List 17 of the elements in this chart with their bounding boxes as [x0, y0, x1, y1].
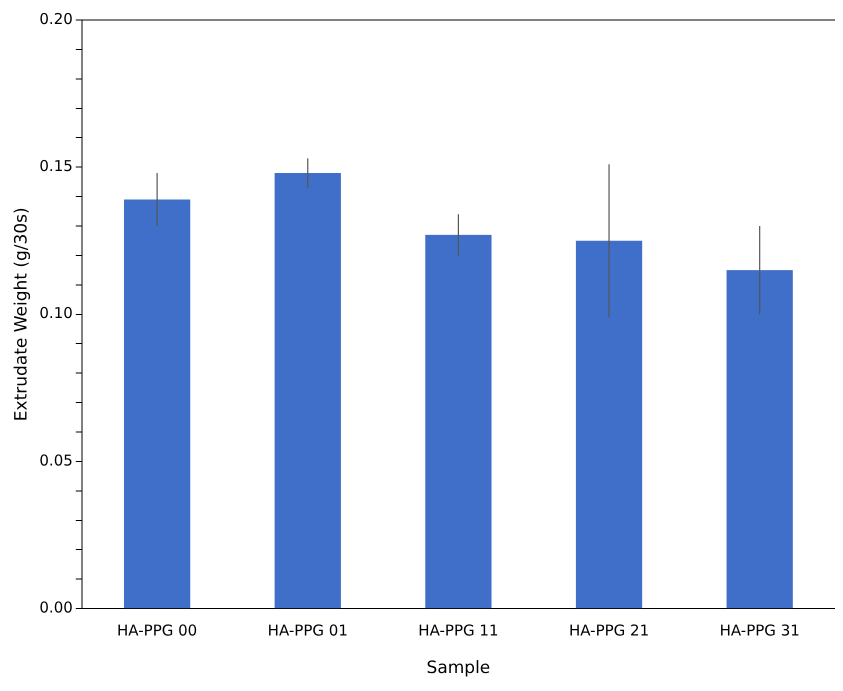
y-tick-label: 0.20	[39, 10, 73, 28]
bar	[425, 234, 492, 608]
y-tick-label: 0.15	[39, 157, 73, 176]
y-axis-title: Extrudate Weight (g/30s)	[12, 207, 32, 422]
y-tick-label: 0.05	[39, 451, 73, 470]
bar	[274, 173, 341, 608]
y-tick-label: 0.00	[39, 598, 73, 616]
y-tick-label: 0.10	[39, 304, 73, 322]
bar	[576, 240, 642, 608]
x-tick-label: HA-PPG 21	[568, 621, 650, 640]
x-tick-label: HA-PPG 31	[720, 621, 800, 640]
bar	[726, 270, 793, 608]
x-axis-title: Sample	[426, 658, 490, 678]
x-tick-label: HA-PPG 11	[418, 621, 498, 640]
x-tick-label: HA-PPG 00	[117, 621, 198, 640]
bar	[124, 200, 190, 608]
x-tick-label: HA-PPG 01	[268, 621, 348, 640]
